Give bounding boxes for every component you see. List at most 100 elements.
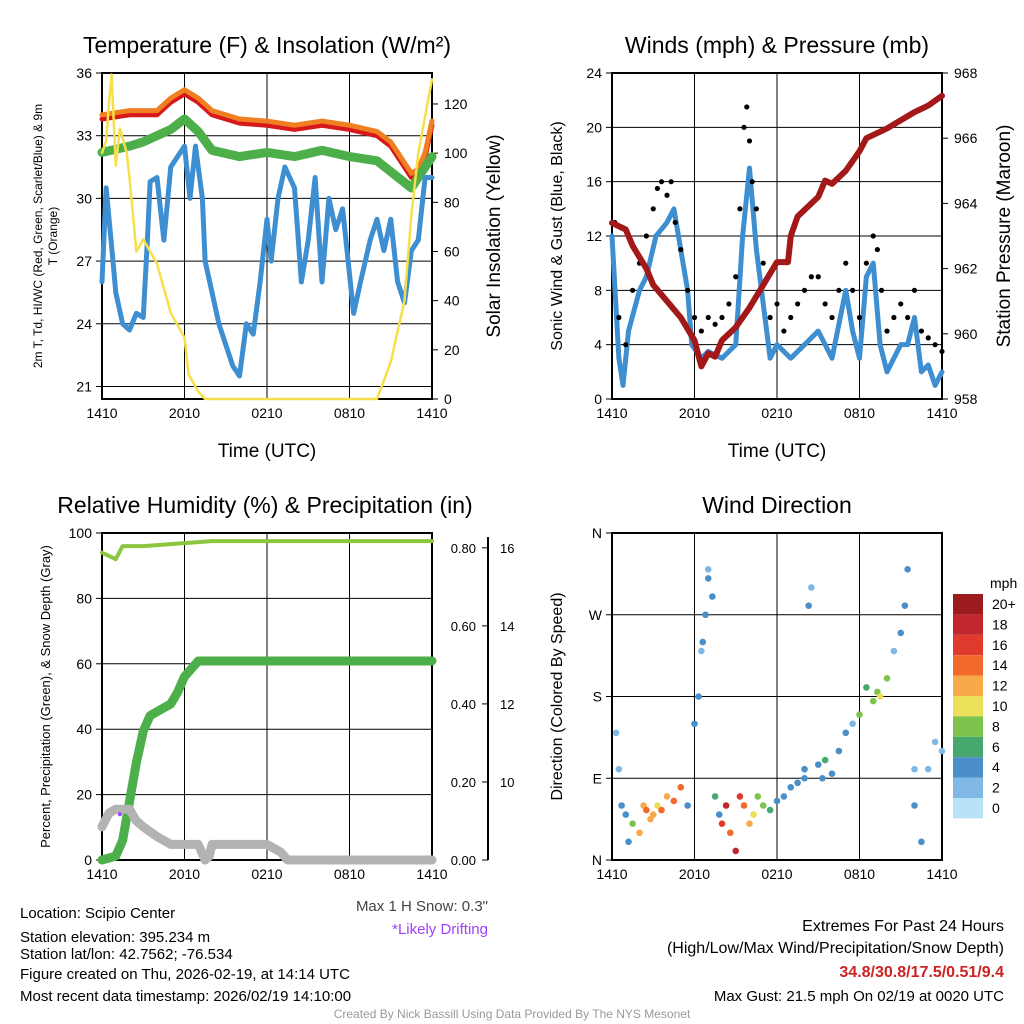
wind-direction-point [890,647,898,655]
gust-point [878,287,885,293]
y2-tick-label: 964 [954,195,978,211]
gust-point [691,314,698,321]
wind-direction-point [677,784,685,791]
legend-label: 14 [992,657,1008,673]
gust-point [822,301,828,307]
x-tick-label: 2010 [679,405,710,421]
wind-direction-point [654,802,661,809]
wind-direction-point [643,806,650,814]
wind-direction-point [787,784,795,791]
gust-point [939,348,945,355]
gust-point [654,185,660,192]
x-tick-label: 1410 [86,866,117,882]
relative-humidity-line [100,539,434,562]
y-tick-label: S [593,689,602,705]
wind-direction-point [629,820,636,827]
legend-swatch [953,736,983,758]
gust-point [870,233,876,239]
y-tick-label: E [593,770,602,786]
legend-label: 2 [992,780,1000,796]
drifting-note: *Likely Drifting [392,921,488,938]
y2-tick-label: 20 [444,342,460,358]
wind-direction-point [670,797,678,805]
wind-direction-point [808,584,815,591]
wind-direction-point [702,611,709,619]
extremes-subtitle: (High/Low/Max Wind/Precipitation/Snow De… [666,940,1004,957]
y2-tick-label: 120 [444,96,468,112]
temperature-y-axis-label: 2m T, Td, HI/WC (Red, Green, Scarlet/Blu… [31,103,60,369]
y-tick-label: 40 [76,721,92,737]
legend-swatch [953,757,983,778]
wind-direction-point [711,793,719,800]
x-tick-label: 1410 [596,405,627,421]
wind-direction-point [911,802,918,809]
y2-tick-label: 962 [954,261,978,277]
legend-swatch [953,777,983,798]
y-tick-label: W [589,607,603,623]
x-tick-label: 0810 [334,866,365,882]
2m-t-line [99,91,435,180]
wind-direction-point [726,829,734,837]
plot-frame [611,532,943,861]
wind-direction-point [704,566,712,573]
wind-direction-point [684,802,691,809]
gust-point [843,260,849,266]
wind-direction-point [698,647,705,655]
credit: Created By Nick Bassill Using Data Provi… [333,1007,691,1021]
y2-tick-label: 0.80 [451,541,476,556]
x-tick-label: 0810 [844,866,875,882]
hi-wc-line [99,143,435,379]
x-tick-label: 1410 [926,405,957,421]
gust-point [650,206,656,212]
x-tick-label: 1410 [416,405,447,421]
gust-point [911,287,918,293]
wind-direction-point [658,806,665,814]
gust-point [925,335,931,341]
y3-tick-label: 14 [500,619,514,634]
y-tick-label: 24 [586,65,602,81]
gust-point [898,301,904,307]
legend-label: 18 [992,616,1008,632]
max-snow: Max 1 H Snow: 0.3" [355,898,488,915]
y-tick-label: 16 [586,174,602,190]
wind-direction-point [835,747,843,755]
x-tick-label: 0210 [251,866,282,882]
wind-direction-point [618,802,625,809]
wind-direction-point [612,729,620,737]
y-tick-label: 100 [69,525,93,541]
wind-direction-point [794,779,801,787]
legend-label: 16 [992,637,1008,653]
wind-direction-point [876,693,884,700]
gust-point [795,301,801,307]
y2-tick-label: 100 [444,145,468,161]
gust-point [808,274,814,280]
y2-tick-label: 958 [954,391,978,407]
gust-point [672,219,678,226]
gust-point [623,342,629,348]
chart-title: Relative Humidity (%) & Precipitation (i… [57,492,472,518]
snow-depth-line [97,804,437,865]
y2-tick-label: 966 [954,130,978,146]
y2-tick-label: 968 [954,65,978,81]
gust-point [874,246,880,253]
y-tick-label: 33 [76,128,92,144]
wind-direction-point [842,729,850,737]
y2-tick-label: 0.20 [451,775,476,790]
y-tick-label: 20 [586,119,602,135]
legend-label: 20+ [992,596,1016,612]
wind-direction-point [814,761,822,768]
wind-direction-point [709,593,716,600]
y2-tick-label: 0 [444,391,452,407]
gust-point [685,287,691,293]
wind-direction-point [821,756,829,764]
gust-point [781,328,787,334]
wind-direction-point [828,770,836,778]
y-tick-label: 24 [76,316,92,332]
location: Location: Scipio Center [20,905,176,922]
wind-direction-point [901,602,909,609]
gust-point [788,314,794,321]
chart-title: Winds (mph) & Pressure (mb) [625,32,929,58]
gust-point [801,287,808,293]
gust-point [767,314,773,321]
